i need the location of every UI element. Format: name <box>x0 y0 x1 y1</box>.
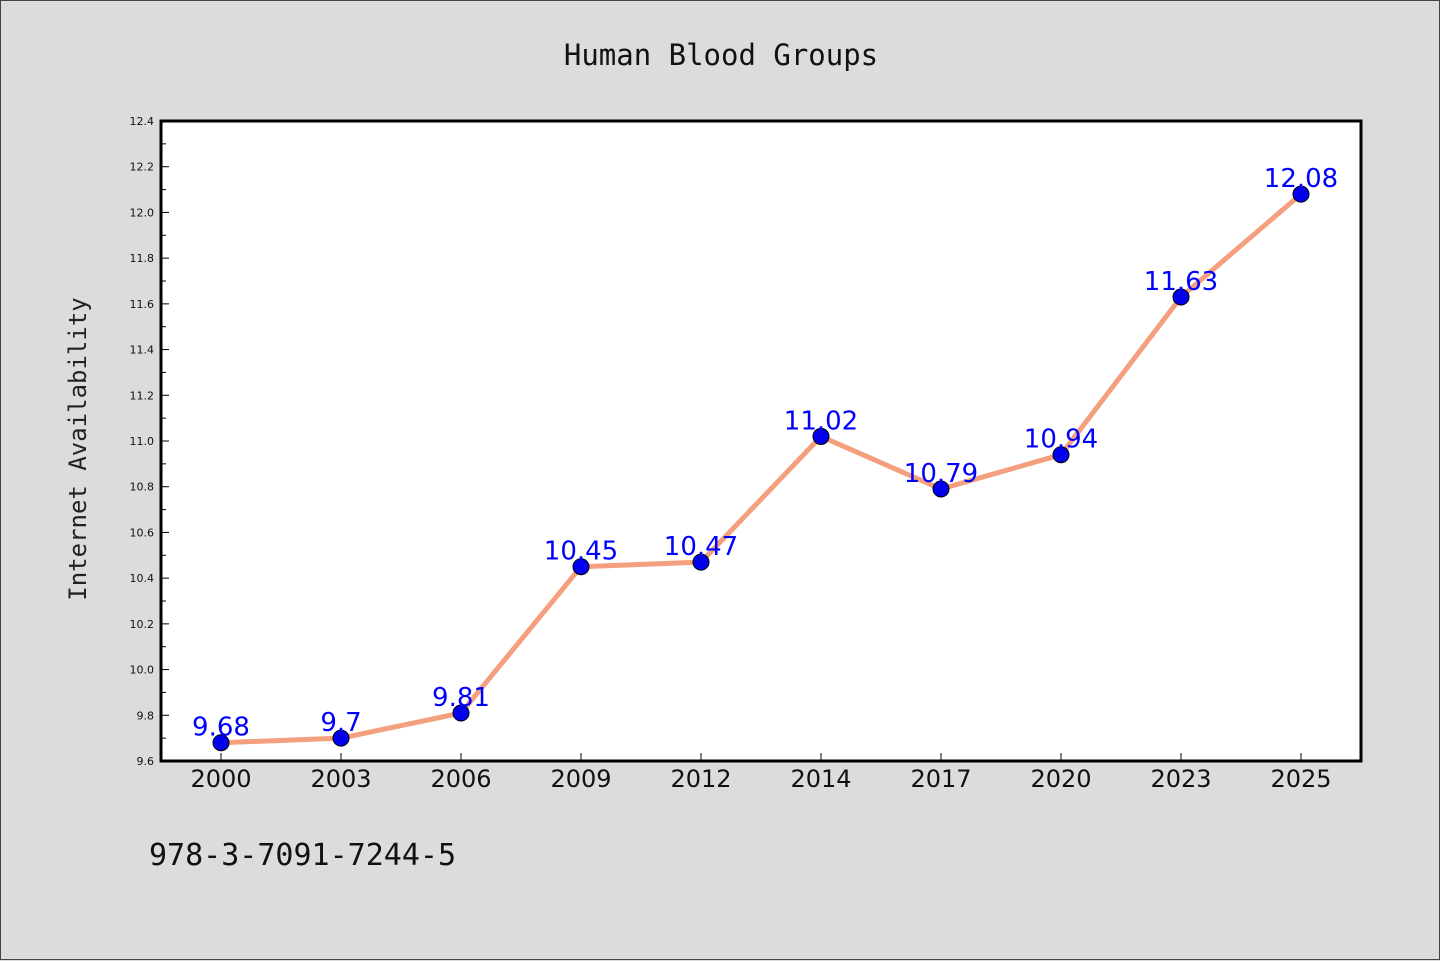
data-point <box>932 480 950 498</box>
y-axis: 9.6 9.8 10.0 10.2 10.4 10.6 10.8 11.0 11.2 11.4 11… <box>130 115 169 768</box>
data-point <box>812 427 830 445</box>
x-tick-label: 2006 <box>430 765 491 793</box>
x-tick-label: 2014 <box>790 765 851 793</box>
series-polyline <box>218 191 1304 746</box>
x-tick-label: 2023 <box>1150 765 1211 793</box>
x-tick-label: 2020 <box>1030 765 1091 793</box>
y-tick-label: 10.0 <box>130 664 155 677</box>
data-label: 9.7 <box>320 708 361 738</box>
x-tick-label: 2017 <box>910 765 971 793</box>
data-label: 10.47 <box>664 532 738 562</box>
y-tick-label: 12.4 <box>130 115 155 128</box>
data-point <box>692 553 710 571</box>
plot-area <box>159 119 1363 763</box>
data-label: 11.02 <box>784 406 858 436</box>
data-point <box>1292 185 1310 203</box>
data-label: 11.63 <box>1144 267 1218 297</box>
data-label: 10.45 <box>544 537 618 567</box>
y-tick-label: 10.4 <box>130 572 155 585</box>
data-label: 9.68 <box>192 713 250 743</box>
y-axis-label: Internet Availability <box>64 297 92 600</box>
data-point <box>1172 288 1190 306</box>
y-tick-label: 11.6 <box>130 298 155 311</box>
series-line <box>212 185 1310 752</box>
y-tick-label: 11.4 <box>130 344 155 357</box>
data-point <box>452 704 470 722</box>
y-tick-label: 12.0 <box>130 206 155 219</box>
y-tick-label: 10.6 <box>130 526 155 539</box>
data-label: 12.08 <box>1264 164 1338 194</box>
data-point <box>1052 446 1070 464</box>
x-tick-label: 2009 <box>550 765 611 793</box>
data-labels: 9.68 9.7 9.81 10.45 10.47 11.02 10.79 10.94 11.6… <box>192 164 1338 743</box>
x-tick-label: 2003 <box>310 765 371 793</box>
x-axis: 2000 2003 2006 2009 2012 2014 2017 2020 2023 2025 <box>190 753 1332 793</box>
y-tick-label: 9.8 <box>137 709 155 722</box>
x-tick-label: 2025 <box>1270 765 1331 793</box>
data-point <box>212 734 230 752</box>
x-tick-label: 2012 <box>670 765 731 793</box>
chart-title: Human Blood Groups <box>564 38 878 72</box>
y-tick-label: 9.6 <box>137 755 155 768</box>
y-tick-label: 11.0 <box>130 435 155 448</box>
y-tick-label: 11.2 <box>130 389 155 402</box>
y-tick-label: 12.2 <box>130 161 155 174</box>
data-point <box>572 558 590 576</box>
y-tick-label: 11.8 <box>130 252 155 265</box>
isbn-text: 978-3-7091-7244-5 <box>149 838 456 873</box>
data-point <box>332 729 350 747</box>
data-label: 10.94 <box>1024 425 1098 455</box>
y-tick-label: 10.2 <box>130 618 155 631</box>
y-tick-label: 10.8 <box>130 481 155 494</box>
x-tick-label: 2000 <box>190 765 251 793</box>
data-label: 9.81 <box>432 683 490 713</box>
data-label: 10.79 <box>904 459 978 489</box>
